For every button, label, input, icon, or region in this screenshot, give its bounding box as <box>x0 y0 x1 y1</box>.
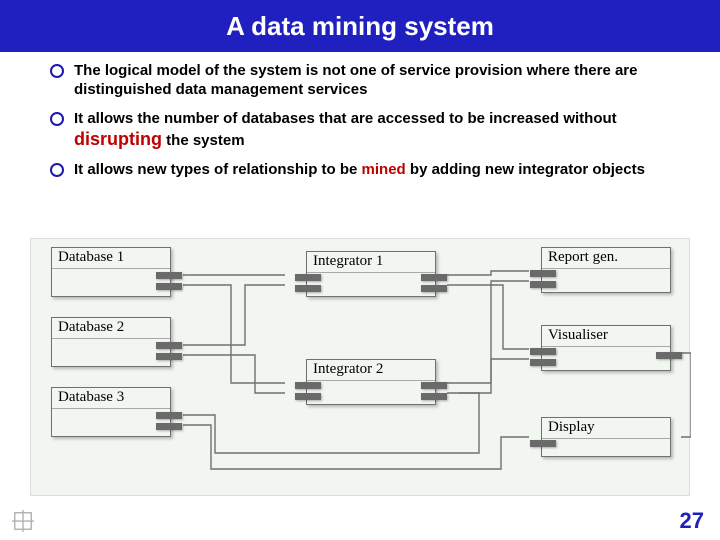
node-label: Visualiser <box>542 326 670 347</box>
port-group <box>421 274 447 296</box>
edge <box>183 285 285 345</box>
node-label: Display <box>542 418 670 439</box>
port-group <box>295 382 321 404</box>
node-label: Integrator 1 <box>307 252 435 273</box>
bullet-list: The logical model of the system is not o… <box>0 52 720 180</box>
port <box>156 272 182 279</box>
port <box>295 393 321 400</box>
port <box>156 423 182 430</box>
port-group <box>295 274 321 296</box>
bullet-text: It allows the number of databases that a… <box>74 110 690 152</box>
node-label: Database 1 <box>52 248 170 269</box>
port <box>156 353 182 360</box>
edge <box>183 425 529 469</box>
highlight-word: mined <box>362 161 406 178</box>
port <box>530 270 556 277</box>
bullet-text: The logical model of the system is not o… <box>74 62 690 100</box>
node-rep: Report gen. <box>541 247 671 293</box>
node-int2: Integrator 2 <box>306 359 436 405</box>
port <box>156 412 182 419</box>
port-group <box>530 440 556 451</box>
port <box>656 352 682 359</box>
node-db2: Database 2 <box>51 317 171 367</box>
highlight-word: disrupting <box>74 129 162 149</box>
port-group <box>156 272 182 294</box>
bullet-marker-icon <box>50 64 64 78</box>
port-group <box>530 270 556 292</box>
node-int1: Integrator 1 <box>306 251 436 297</box>
edge <box>447 281 529 393</box>
port <box>156 283 182 290</box>
edge <box>447 285 529 349</box>
node-db1: Database 1 <box>51 247 171 297</box>
bullet-item: The logical model of the system is not o… <box>50 62 690 100</box>
bullet-item: It allows the number of databases that a… <box>50 110 690 152</box>
node-vis: Visualiser <box>541 325 671 371</box>
bullet-item: It allows new types of relationship to b… <box>50 161 690 180</box>
bullet-marker-icon <box>50 163 64 177</box>
node-label: Database 3 <box>52 388 170 409</box>
port <box>421 382 447 389</box>
port <box>530 359 556 366</box>
node-label: Integrator 2 <box>307 360 435 381</box>
port-group <box>421 382 447 404</box>
node-db3: Database 3 <box>51 387 171 437</box>
port-group <box>156 412 182 434</box>
placeholder-icon <box>12 510 34 532</box>
architecture-diagram: Database 1 Database 2 Database 3 Integrator… <box>30 238 690 496</box>
port <box>530 440 556 447</box>
edge <box>447 359 529 383</box>
port <box>421 274 447 281</box>
port-group <box>530 348 556 370</box>
port <box>156 342 182 349</box>
edge <box>681 353 691 437</box>
page-number: 27 <box>680 508 704 534</box>
port-group <box>656 352 682 363</box>
port <box>421 393 447 400</box>
slide-title: A data mining system <box>226 11 494 42</box>
slide-title-bar: A data mining system <box>0 0 720 52</box>
port <box>295 274 321 281</box>
port <box>530 348 556 355</box>
port <box>295 285 321 292</box>
edge <box>183 355 285 393</box>
port <box>530 281 556 288</box>
node-label: Report gen. <box>542 248 670 269</box>
node-label: Database 2 <box>52 318 170 339</box>
bullet-marker-icon <box>50 112 64 126</box>
port <box>295 382 321 389</box>
port-group <box>156 342 182 364</box>
port <box>421 285 447 292</box>
node-disp: Display <box>541 417 671 457</box>
edge <box>183 285 285 383</box>
bullet-text: It allows new types of relationship to b… <box>74 161 645 180</box>
edge <box>447 271 529 275</box>
